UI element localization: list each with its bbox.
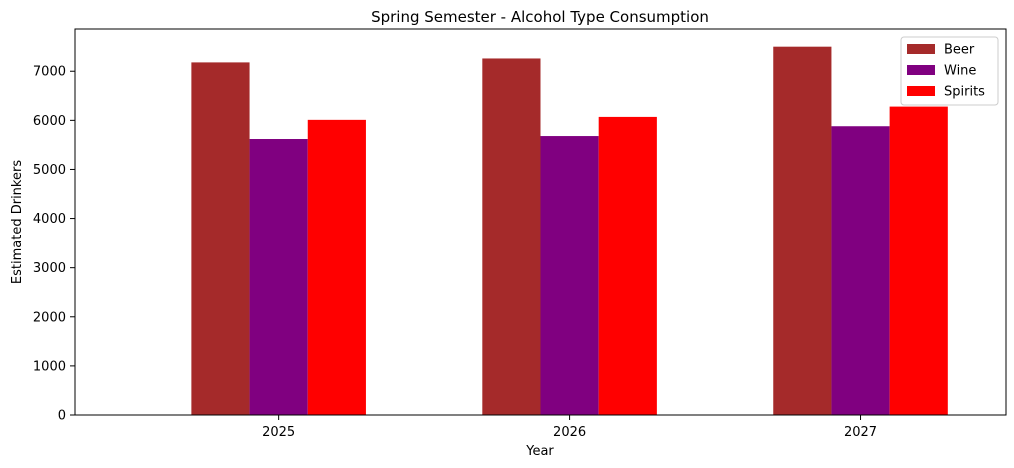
bar-wine-2025 <box>249 139 308 415</box>
x-tick-label: 2026 <box>553 425 586 440</box>
bar-spirits-2026 <box>598 116 657 415</box>
bar-beer-2026 <box>482 58 541 416</box>
x-tick-label: 2025 <box>262 425 295 440</box>
bar-wine-2027 <box>831 126 890 416</box>
legend: Beer Wine Spirits <box>900 36 999 106</box>
y-tick-label: 4000 <box>33 212 66 227</box>
bar-beer-2025 <box>191 62 250 415</box>
bar-wine-2026 <box>540 136 599 415</box>
y-tick-label: 2000 <box>33 310 66 325</box>
bar-spirits-2027 <box>889 106 948 416</box>
legend-swatch-beer <box>907 44 935 54</box>
legend-swatch-spirits <box>907 86 935 96</box>
chart-title: Spring Semester - Alcohol Type Consumpti… <box>371 8 709 26</box>
y-tick-label: 5000 <box>33 163 66 178</box>
x-tick-label: 2027 <box>844 425 877 440</box>
y-tick-label: 0 <box>58 409 66 424</box>
y-tick-label: 7000 <box>33 65 66 80</box>
legend-label-wine: Wine <box>944 64 976 79</box>
x-axis: 2025 2026 2027 <box>262 415 877 440</box>
x-axis-label: Year <box>525 444 554 459</box>
legend-label-spirits: Spirits <box>944 85 985 100</box>
y-axis: 0 1000 2000 3000 4000 5000 6000 7000 <box>33 65 75 424</box>
plot-area <box>191 46 948 416</box>
bar-spirits-2025 <box>307 119 366 415</box>
y-axis-label: Estimated Drinkers <box>10 160 25 284</box>
bar-beer-2027 <box>773 46 832 416</box>
y-tick-label: 1000 <box>33 359 66 374</box>
legend-label-beer: Beer <box>944 43 975 58</box>
y-tick-label: 3000 <box>33 261 66 276</box>
plot-frame <box>74 28 1007 416</box>
y-tick-label: 6000 <box>33 114 66 129</box>
legend-swatch-wine <box>907 65 935 75</box>
